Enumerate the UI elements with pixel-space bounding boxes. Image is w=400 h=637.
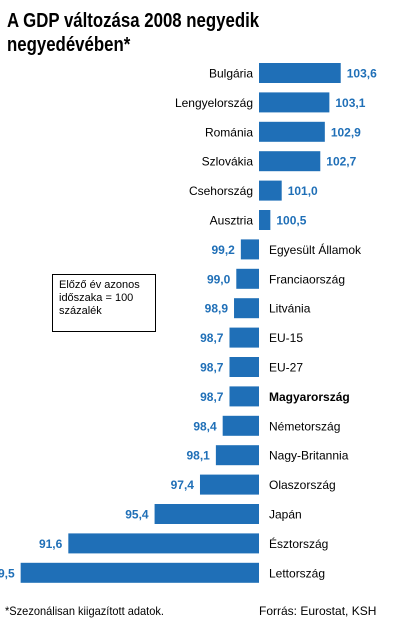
bar-chart: 103,6 Bulgária 103,1 Lengyelország 102,9 Romá… xyxy=(0,63,377,583)
bar-csehorsz-g xyxy=(259,180,282,201)
category-label-franciaorsz-g: Franciaország xyxy=(269,272,345,286)
value-label-csehorsz-g: 101,0 xyxy=(288,184,318,198)
value-label-eu-15: 98,7 xyxy=(200,331,224,345)
chart-title-line-2: negyedévében* xyxy=(7,34,131,56)
value-label--sztorsz-g: 91,6 xyxy=(39,537,63,551)
category-label-jap-n: Japán xyxy=(269,508,302,522)
bar-rom-nia xyxy=(259,121,325,142)
bar-bulg-ria xyxy=(259,63,341,83)
bar-magyarorsz-g xyxy=(229,386,259,407)
category-label-rom-nia: Románia xyxy=(205,125,253,139)
value-label-szlov-kia: 102,7 xyxy=(326,155,356,169)
category-label-n-metorsz-g: Németország xyxy=(269,419,340,433)
unit-note-box: Előző év azonos időszaka = 100 százalék xyxy=(52,274,156,332)
value-label-litv-nia: 98,9 xyxy=(205,302,229,316)
category-label-csehorsz-g: Csehország xyxy=(189,184,253,198)
value-label-lengyelorsz-g: 103,1 xyxy=(335,96,365,110)
bar-olaszorsz-g xyxy=(199,474,259,495)
category-label-olaszorsz-g: Olaszország xyxy=(269,478,336,492)
bar-franciaorsz-g xyxy=(236,268,259,289)
value-label-magyarorsz-g: 98,7 xyxy=(200,390,224,404)
source-note: Forrás: Eurostat, KSH xyxy=(259,604,377,618)
bar-litv-nia xyxy=(234,298,259,319)
footnote: *Szezonálisan kiigazított adatok. xyxy=(5,604,164,618)
category-label-nagy-britannia: Nagy-Britannia xyxy=(269,449,349,463)
unit-note-line-3: százalék xyxy=(59,305,102,317)
bar-eu-15 xyxy=(229,327,259,348)
category-label-lengyelorsz-g: Lengyelország xyxy=(175,96,253,110)
bar-egyes-lt-llamok xyxy=(240,239,259,260)
value-label-bulg-ria: 103,6 xyxy=(347,67,377,81)
category-label-egyes-lt-llamok: Egyesült Államok xyxy=(269,242,362,257)
value-label-egyes-lt-llamok: 99,2 xyxy=(211,243,235,257)
category-label-eu-15: EU-15 xyxy=(269,331,303,345)
value-label-nagy-britannia: 98,1 xyxy=(187,449,211,463)
bar-eu-27 xyxy=(229,357,259,377)
value-label-franciaorsz-g: 99,0 xyxy=(207,272,231,286)
category-label-bulg-ria: Bulgária xyxy=(209,67,253,81)
unit-note-line-1: Előző év azonos xyxy=(59,279,140,291)
category-label-ausztria: Ausztria xyxy=(210,214,254,228)
value-label-lettorsz-g: 89,5 xyxy=(0,566,15,580)
value-label-olaszorsz-g: 97,4 xyxy=(171,478,195,492)
category-label-litv-nia: Litvánia xyxy=(269,302,311,316)
bar-szlov-kia xyxy=(259,151,321,172)
value-label-jap-n: 95,4 xyxy=(125,508,149,522)
unit-note-line-2: időszaka = 100 xyxy=(59,292,134,304)
bar-jap-n xyxy=(154,504,259,524)
value-label-ausztria: 100,5 xyxy=(276,214,306,228)
chart-title-line-1: A GDP változása 2008 negyedik xyxy=(7,10,260,32)
category-label-eu-27: EU-27 xyxy=(269,361,303,375)
bar-lettorsz-g xyxy=(20,562,260,583)
bar-n-metorsz-g xyxy=(222,415,259,436)
value-label-rom-nia: 102,9 xyxy=(331,125,361,139)
category-label-szlov-kia: Szlovákia xyxy=(202,155,254,169)
bar-nagy-britannia xyxy=(215,445,259,466)
bar-lengyelorsz-g xyxy=(259,92,330,113)
category-label-magyarorsz-g: Magyarország xyxy=(269,390,350,404)
bar--sztorsz-g xyxy=(68,533,259,554)
bar-ausztria xyxy=(259,210,271,230)
value-label-eu-27: 98,7 xyxy=(200,361,224,375)
category-label-lettorsz-g: Lettország xyxy=(269,566,325,580)
value-label-n-metorsz-g: 98,4 xyxy=(193,419,217,433)
category-label--sztorsz-g: Észtország xyxy=(269,536,328,551)
